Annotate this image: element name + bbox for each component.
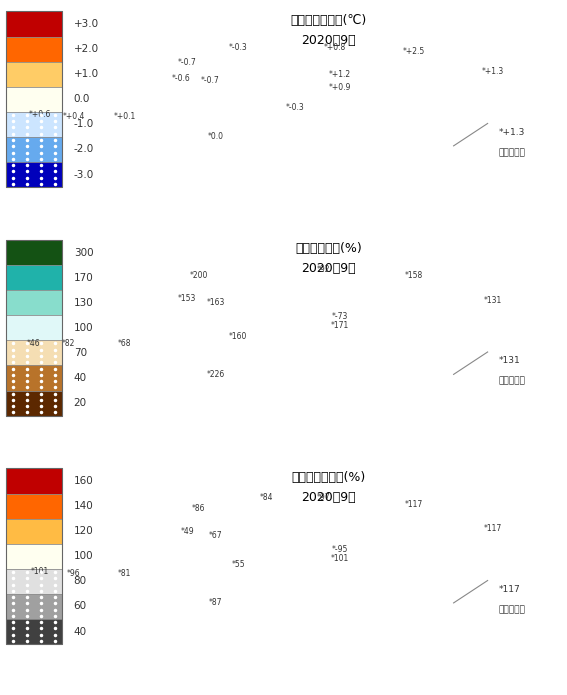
Text: *+0.9: *+0.9	[329, 83, 352, 92]
Text: *+1.2: *+1.2	[329, 70, 352, 79]
Text: 2020年9月: 2020年9月	[302, 263, 356, 275]
Text: *46: *46	[27, 338, 41, 348]
Text: 80: 80	[74, 576, 87, 587]
Bar	[6, 543, 62, 569]
Text: 40: 40	[74, 627, 87, 637]
Bar	[6, 341, 62, 366]
Text: *67: *67	[209, 531, 222, 540]
Text: +2.0: +2.0	[74, 44, 99, 54]
Text: *-0.7: *-0.7	[200, 76, 219, 85]
Bar	[6, 518, 62, 543]
Text: 160: 160	[74, 476, 94, 486]
Text: 小笠原諸島: 小笠原諸島	[499, 605, 526, 614]
Text: -1.0: -1.0	[74, 120, 94, 129]
Text: *+1.3: *+1.3	[499, 128, 526, 137]
Text: *-95: *-95	[332, 545, 348, 554]
Bar	[6, 11, 62, 37]
Bar	[6, 619, 62, 644]
Text: *+0.4: *+0.4	[62, 112, 85, 121]
Text: *200: *200	[189, 271, 208, 280]
Bar	[6, 594, 62, 619]
Bar	[6, 87, 62, 112]
Bar	[6, 316, 62, 341]
Bar	[6, 493, 62, 518]
Text: *+1.3: *+1.3	[482, 67, 505, 76]
Text: 小笠原諸島: 小笠原諸島	[499, 148, 526, 157]
Text: 100: 100	[74, 322, 94, 333]
Text: *131: *131	[484, 296, 502, 305]
Text: *92: *92	[316, 265, 330, 274]
Text: *81: *81	[118, 569, 132, 578]
Text: *87: *87	[209, 598, 222, 607]
Bar	[6, 366, 62, 391]
Text: *68: *68	[118, 338, 132, 348]
Text: *163: *163	[206, 298, 225, 307]
Text: *101: *101	[31, 567, 49, 576]
Text: *160: *160	[229, 332, 247, 341]
Text: 130: 130	[74, 297, 94, 308]
Text: -2.0: -2.0	[74, 145, 94, 154]
Bar	[6, 11, 62, 187]
Bar	[6, 468, 62, 644]
Text: *153: *153	[178, 294, 196, 303]
Text: *131: *131	[499, 357, 521, 366]
Text: 日照時間平年比(%): 日照時間平年比(%)	[292, 471, 366, 484]
Text: *101: *101	[331, 554, 349, 563]
Bar	[6, 137, 62, 162]
Text: *+2.5: *+2.5	[403, 47, 425, 56]
Bar	[6, 37, 62, 62]
Text: *117: *117	[499, 585, 521, 594]
Bar	[6, 290, 62, 316]
Text: *+0.1: *+0.1	[113, 112, 136, 121]
Bar	[6, 569, 62, 594]
Text: +1.0: +1.0	[74, 70, 99, 79]
Text: *226: *226	[206, 370, 225, 379]
Text: 2020年9月: 2020年9月	[302, 491, 356, 504]
Text: 100: 100	[74, 551, 94, 562]
Text: 20: 20	[74, 398, 87, 408]
Text: *96: *96	[67, 569, 81, 578]
Text: *-0.3: *-0.3	[229, 43, 248, 52]
Text: 40: 40	[74, 373, 87, 383]
Text: +3.0: +3.0	[74, 19, 99, 29]
Text: 小笠原諸島: 小笠原諸島	[499, 377, 526, 386]
Text: 70: 70	[74, 348, 87, 358]
Text: *117: *117	[405, 500, 423, 509]
Text: *82: *82	[61, 338, 75, 348]
Bar	[6, 240, 62, 265]
Text: *84: *84	[260, 493, 273, 502]
Text: *+0.8: *+0.8	[323, 43, 346, 52]
Bar	[6, 468, 62, 493]
Text: 120: 120	[74, 526, 94, 537]
Text: 0.0: 0.0	[74, 95, 90, 104]
Text: *55: *55	[231, 560, 245, 569]
Text: 140: 140	[74, 501, 94, 511]
Text: *86: *86	[192, 505, 205, 514]
Bar	[6, 62, 62, 87]
Text: *117: *117	[484, 525, 502, 534]
Text: 降水量平年比(%): 降水量平年比(%)	[295, 242, 362, 255]
Text: 300: 300	[74, 247, 94, 258]
Text: *171: *171	[331, 320, 349, 329]
Text: 2020年9月: 2020年9月	[302, 34, 356, 47]
Text: *97: *97	[316, 493, 330, 502]
Text: *0.0: *0.0	[208, 132, 223, 141]
Bar	[6, 112, 62, 137]
Text: *-0.6: *-0.6	[172, 74, 191, 83]
Text: *158: *158	[405, 271, 423, 280]
Text: *49: *49	[180, 527, 194, 536]
Text: *-73: *-73	[332, 311, 348, 320]
Text: *-0.7: *-0.7	[177, 58, 197, 67]
Text: *-0.3: *-0.3	[285, 104, 304, 113]
Bar	[6, 240, 62, 416]
Text: *+0.6: *+0.6	[28, 110, 51, 119]
Text: 60: 60	[74, 601, 87, 612]
Bar	[6, 162, 62, 187]
Bar	[6, 265, 62, 290]
Bar	[6, 391, 62, 416]
Text: -3.0: -3.0	[74, 170, 94, 179]
Text: 平均気温平年差(℃): 平均気温平年差(℃)	[291, 14, 367, 26]
Text: 170: 170	[74, 272, 94, 283]
